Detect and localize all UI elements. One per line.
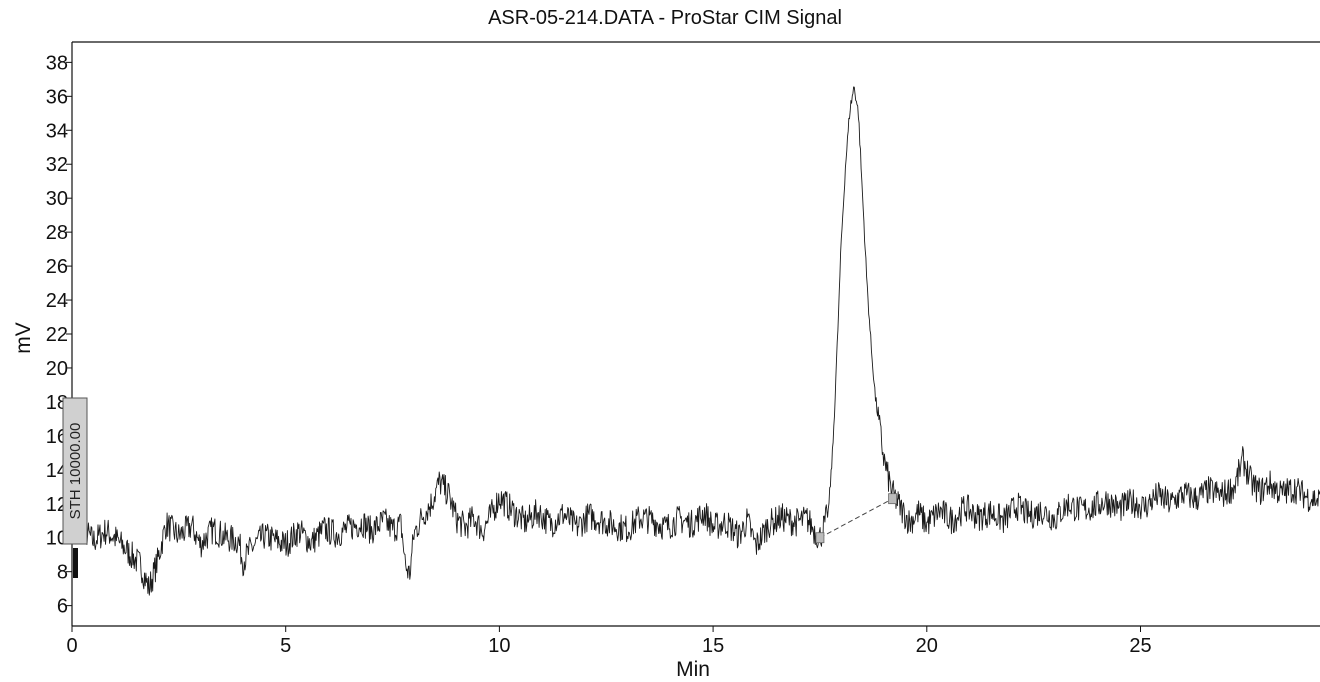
peak-start-marker bbox=[815, 532, 825, 544]
x-tick-label: 5 bbox=[280, 635, 291, 657]
y-tick-label: 22 bbox=[46, 324, 68, 346]
y-axis-ticks: 6 8 10 12 14 16 18 20 22 24 26 28 30 32 34 36 38 bbox=[46, 52, 72, 618]
x-tick-label: 25 bbox=[1129, 635, 1151, 657]
sth-stamp-marker bbox=[73, 548, 78, 578]
y-tick-label: 30 bbox=[46, 188, 68, 210]
x-tick-label: 10 bbox=[488, 635, 510, 657]
sth-stamp: STH 10000.00 bbox=[62, 397, 88, 578]
y-tick-label: 28 bbox=[46, 222, 68, 244]
signal-trace-line bbox=[71, 86, 1320, 596]
y-tick-label: 8 bbox=[57, 562, 68, 584]
x-tick-label: 20 bbox=[916, 635, 938, 657]
y-tick-label: 32 bbox=[46, 154, 68, 176]
integration-baseline-layer bbox=[815, 493, 898, 544]
y-tick-label: 26 bbox=[46, 256, 68, 278]
sth-stamp-box bbox=[62, 397, 88, 545]
y-tick-label: 12 bbox=[46, 494, 68, 516]
plot-frame bbox=[71, 41, 1320, 627]
x-axis-ticks: 0 5 10 15 20 25 bbox=[66, 626, 1152, 657]
x-tick-label: 15 bbox=[702, 635, 724, 657]
peak-end-marker bbox=[888, 493, 898, 505]
y-tick-label: 24 bbox=[46, 290, 68, 312]
y-tick-label: 38 bbox=[46, 52, 68, 74]
y-axis-label: mV bbox=[12, 322, 35, 354]
y-tick-label: 36 bbox=[46, 86, 68, 108]
x-tick-label: 0 bbox=[66, 635, 77, 657]
x-axis-label: Min bbox=[676, 658, 710, 681]
y-tick-label: 18 bbox=[46, 392, 68, 414]
series-layer bbox=[71, 86, 1320, 596]
y-tick-label: 14 bbox=[46, 460, 68, 482]
sth-stamp-label: STH 10000.00 bbox=[67, 423, 84, 520]
y-tick-label: 34 bbox=[46, 120, 68, 142]
peak-baseline-line bbox=[819, 498, 893, 539]
y-tick-label: 6 bbox=[57, 596, 68, 618]
y-tick-label: 20 bbox=[46, 358, 68, 380]
chart-title: ASR-05-214.DATA - ProStar CIM Signal bbox=[488, 7, 842, 29]
y-tick-label: 16 bbox=[46, 426, 68, 448]
y-tick-label: 10 bbox=[46, 528, 68, 550]
